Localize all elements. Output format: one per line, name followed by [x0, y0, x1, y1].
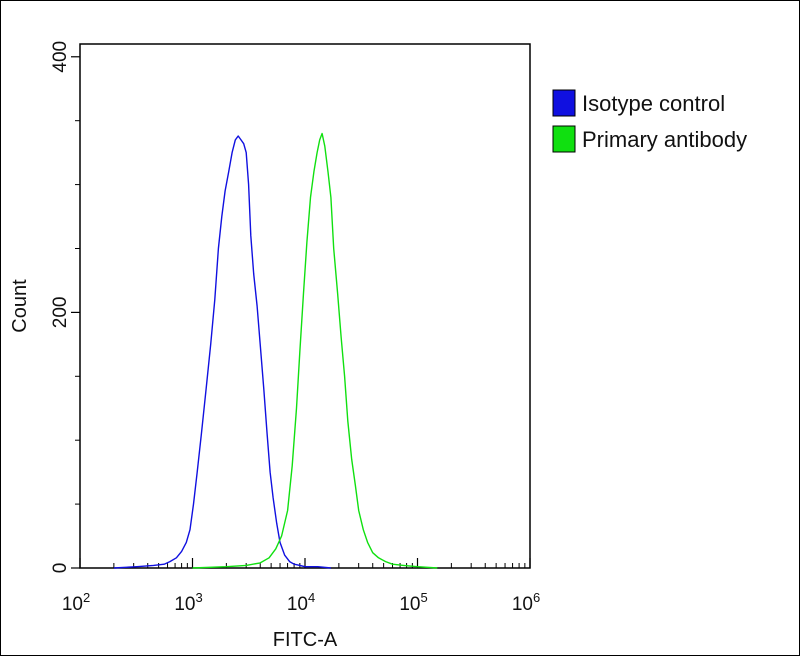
legend-swatch [552, 125, 576, 153]
y-axis-title: Count [9, 279, 31, 333]
x-tick-label: 102 [62, 590, 90, 615]
series-line-1 [192, 132, 438, 569]
x-tick-label: 103 [174, 590, 202, 615]
legend-swatch [552, 89, 576, 117]
x-axis-title: FITC-A [273, 629, 338, 651]
legend-label: Primary antibody [582, 127, 747, 152]
series-line-0 [113, 135, 331, 569]
plot-area [79, 43, 531, 569]
y-tick-label: 400 [50, 41, 71, 73]
x-tick-label: 106 [512, 590, 540, 615]
x-tick-label: 104 [287, 590, 315, 615]
legend-label: Isotype control [582, 91, 725, 116]
series-layer [113, 132, 438, 569]
legend: Isotype control Primary antibody [552, 89, 747, 153]
y-tick-label: 0 [50, 563, 71, 574]
y-tick-label: 200 [50, 297, 71, 329]
axis-ticks: 102 103 104 105 106 0 200 400 [50, 41, 540, 615]
x-tick-label: 105 [399, 590, 427, 615]
